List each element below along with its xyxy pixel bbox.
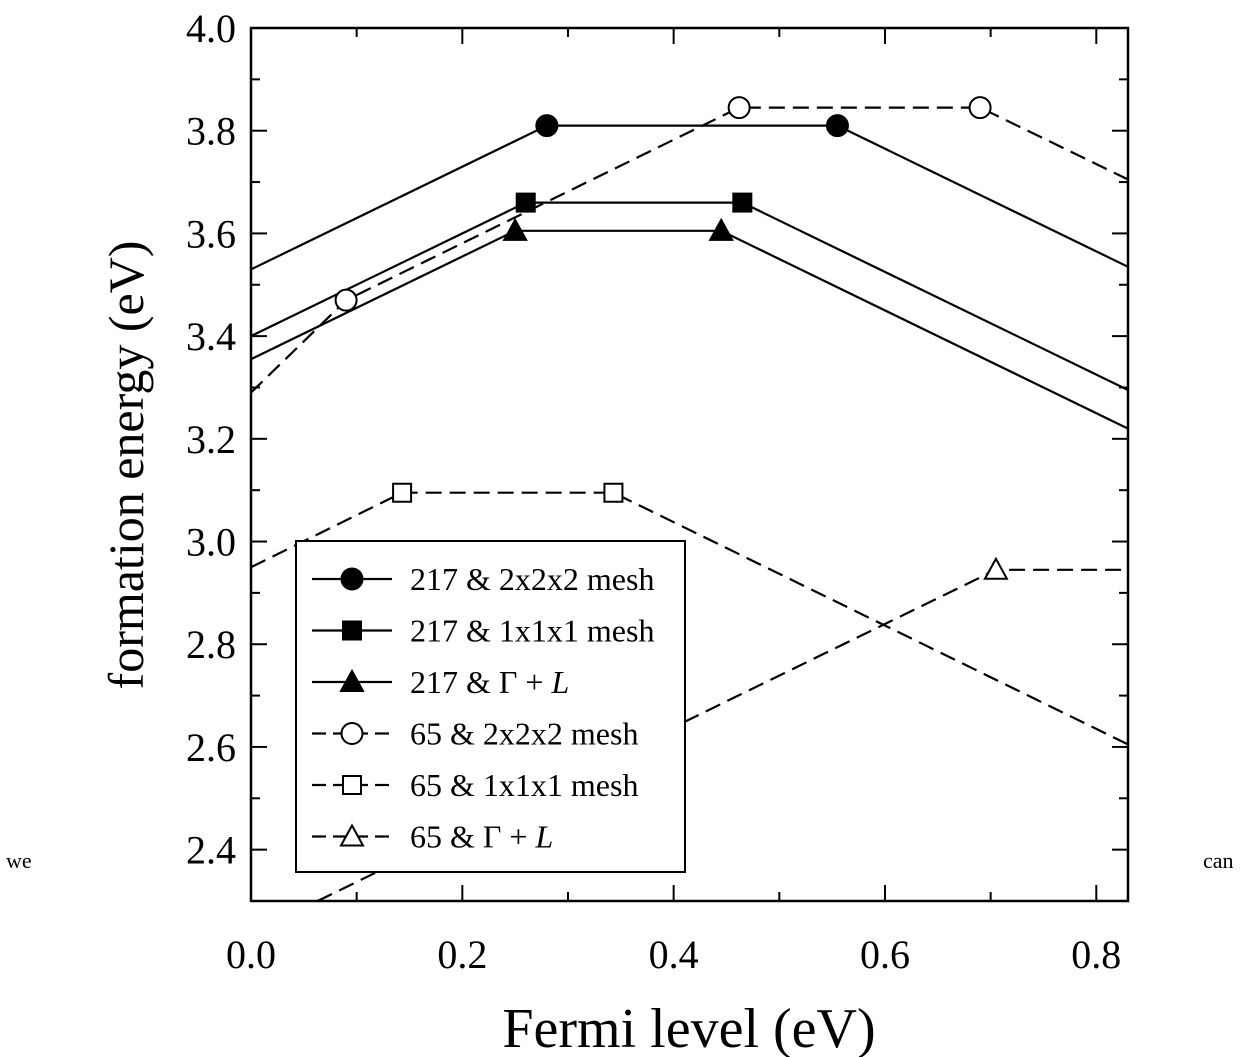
y-tick-label: 4.0 xyxy=(186,6,236,51)
y-tick-label: 3.0 xyxy=(186,520,236,565)
x-tick-label: 0.8 xyxy=(1071,932,1121,977)
series-2 xyxy=(251,217,1128,430)
x-tick-label: 0.6 xyxy=(860,932,910,977)
series-line xyxy=(251,229,1128,430)
series-line xyxy=(251,124,1128,271)
legend-label: 65 & 1x1x1 mesh xyxy=(410,767,638,803)
series-4 xyxy=(251,482,1128,746)
x-tick-label: 0.0 xyxy=(226,932,276,977)
y-axis-label: formation energy (eV) xyxy=(98,241,154,690)
data-point xyxy=(535,114,559,138)
legend-label: 65 & 2x2x2 mesh xyxy=(410,716,638,752)
legend-marker xyxy=(339,823,365,847)
plot-frame xyxy=(249,26,1130,903)
data-point xyxy=(825,114,849,138)
series-1 xyxy=(251,192,1128,391)
legend: 217 & 2x2x2 mesh 217 & 1x1x1 mesh 217 & Γ … xyxy=(295,540,686,873)
y-tick-label: 2.8 xyxy=(186,622,236,667)
legend-entry: 65 & 2x2x2 mesh xyxy=(312,716,638,752)
series-3 xyxy=(251,96,1128,394)
y-tick-label: 3.2 xyxy=(186,417,236,462)
series-line xyxy=(251,491,1128,746)
axes: 0.0 0.2 0.4 0.6 0.8 2.4 2.6 2.8 3.0 3.2 3.4 3.6 3.8 4… xyxy=(186,6,1128,977)
legend-entry: 217 & 1x1x1 mesh xyxy=(312,613,654,649)
data-point xyxy=(968,96,992,120)
data-point xyxy=(727,96,751,120)
legend-label: 65 & Γ + L xyxy=(410,819,553,855)
series-0 xyxy=(251,114,1128,271)
series-line xyxy=(251,106,1128,394)
data-point xyxy=(983,556,1009,580)
side-word-right: can xyxy=(1203,848,1234,873)
legend-label: 217 & 1x1x1 mesh xyxy=(410,613,654,649)
data-point xyxy=(515,192,536,213)
y-tick-label: 3.6 xyxy=(186,211,236,256)
data-point xyxy=(502,217,528,241)
legend-marker xyxy=(340,567,364,591)
legend-entry: 65 & Γ + L xyxy=(312,819,553,855)
x-axis-label: Fermi level (eV) xyxy=(502,998,875,1057)
legend-marker xyxy=(342,775,362,795)
legend-marker xyxy=(342,620,362,641)
data-point xyxy=(334,288,358,312)
y-tick-label: 3.4 xyxy=(186,314,236,359)
x-tick-label: 0.4 xyxy=(649,932,699,977)
data-point xyxy=(708,217,734,241)
legend-entry: 65 & 1x1x1 mesh xyxy=(312,767,638,803)
legend-box xyxy=(295,540,686,873)
legend-label: 217 & 2x2x2 mesh xyxy=(410,561,654,597)
legend-entry: 217 & Γ + L xyxy=(312,664,569,700)
legend-label: 217 & Γ + L xyxy=(410,664,569,700)
y-tick-label: 3.8 xyxy=(186,109,236,154)
legend-marker xyxy=(339,668,365,692)
x-tick-label: 0.2 xyxy=(437,932,487,977)
legend-marker xyxy=(340,722,364,745)
y-tick-label: 2.4 xyxy=(186,828,236,873)
legend-entry: 217 & 2x2x2 mesh xyxy=(312,561,654,597)
y-tick-label: 2.6 xyxy=(186,725,236,770)
data-point xyxy=(603,482,624,503)
data-point xyxy=(732,192,753,213)
data-point xyxy=(392,482,413,503)
side-word-left: we xyxy=(6,848,32,873)
series-line xyxy=(251,201,1128,391)
